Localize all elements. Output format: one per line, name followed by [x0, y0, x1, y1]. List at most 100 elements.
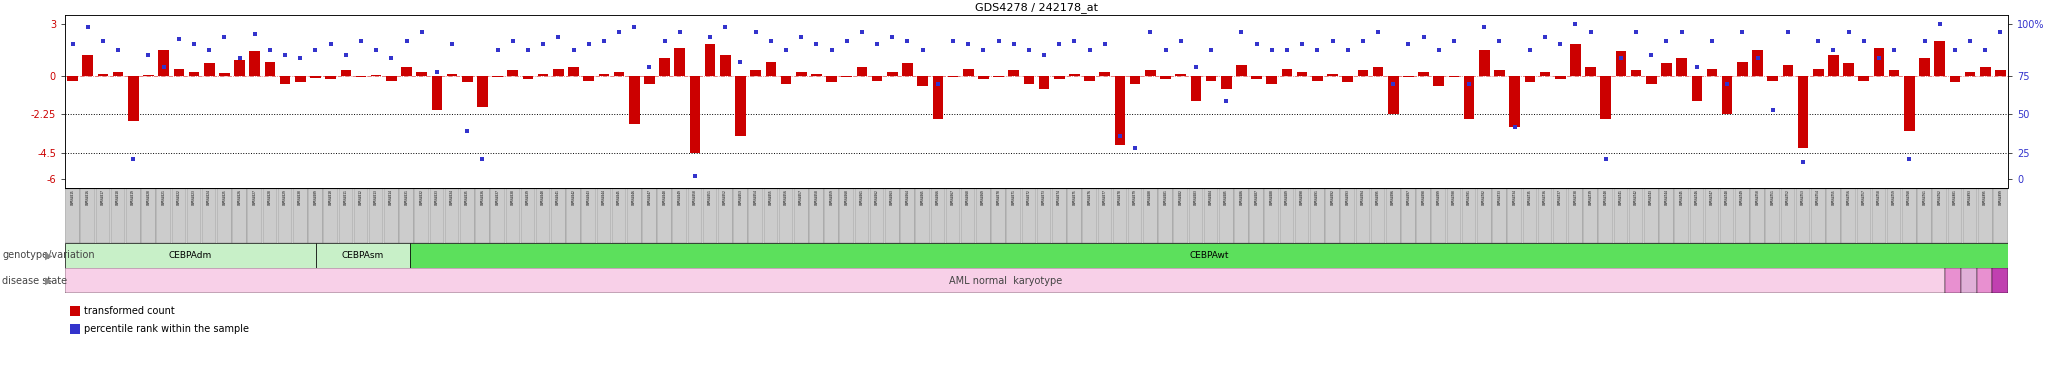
Bar: [1827, 188, 1841, 243]
Point: [891, 38, 924, 44]
Text: GSM564692: GSM564692: [1331, 190, 1335, 205]
Point: [1528, 35, 1561, 41]
Bar: [719, 188, 733, 243]
Bar: [1962, 268, 1976, 293]
Bar: [113, 72, 123, 76]
Point: [1968, 46, 2001, 53]
Bar: [1358, 70, 1368, 76]
Bar: [1446, 188, 1460, 243]
Bar: [1874, 48, 1884, 76]
Point: [1362, 29, 1395, 35]
Bar: [1370, 188, 1384, 243]
Point: [1225, 29, 1257, 35]
Bar: [307, 188, 324, 243]
Point: [952, 41, 985, 48]
Bar: [158, 50, 170, 76]
Bar: [553, 69, 563, 76]
Text: percentile rank within the sample: percentile rank within the sample: [84, 324, 250, 334]
Point: [1559, 21, 1591, 27]
Text: GSM564673: GSM564673: [1042, 190, 1047, 205]
Bar: [567, 67, 580, 76]
Text: GSM564616: GSM564616: [86, 190, 90, 205]
Bar: [1282, 69, 1292, 76]
Bar: [1069, 74, 1079, 76]
Bar: [1798, 76, 1808, 148]
Bar: [1114, 76, 1124, 145]
Bar: [629, 76, 639, 124]
Bar: [1464, 76, 1475, 119]
Bar: [1067, 188, 1081, 243]
Bar: [1266, 76, 1278, 84]
Bar: [1509, 76, 1520, 127]
Bar: [1571, 45, 1581, 76]
Text: GSM564650: GSM564650: [692, 190, 696, 205]
Point: [922, 81, 954, 87]
Bar: [690, 76, 700, 153]
Bar: [885, 188, 899, 243]
Point: [330, 52, 362, 58]
Text: GSM564625: GSM564625: [223, 190, 227, 205]
Bar: [1872, 188, 1886, 243]
Point: [936, 38, 969, 44]
Point: [1923, 21, 1956, 27]
Point: [238, 31, 270, 37]
Point: [664, 29, 696, 35]
Point: [1802, 38, 1835, 44]
Text: GSM564749: GSM564749: [1741, 190, 1745, 205]
Bar: [96, 188, 111, 243]
Bar: [410, 243, 2007, 268]
Bar: [1690, 188, 1704, 243]
Text: GSM564623: GSM564623: [193, 190, 197, 205]
Bar: [1280, 188, 1294, 243]
Bar: [1204, 188, 1219, 243]
Text: GSM564745: GSM564745: [1679, 190, 1683, 205]
Bar: [778, 188, 793, 243]
Point: [633, 64, 666, 70]
Text: GSM564747: GSM564747: [1710, 190, 1714, 205]
Bar: [143, 74, 154, 76]
Text: disease state: disease state: [2, 275, 68, 285]
Bar: [1356, 188, 1370, 243]
Point: [1786, 159, 1819, 165]
Bar: [1008, 70, 1020, 76]
Text: GSM564641: GSM564641: [557, 190, 561, 205]
Bar: [672, 188, 686, 243]
Point: [602, 29, 635, 35]
Text: GSM564666: GSM564666: [936, 190, 940, 205]
Text: GSM564635: GSM564635: [465, 190, 469, 205]
Bar: [1841, 188, 1855, 243]
Bar: [231, 188, 248, 243]
Text: GSM564758: GSM564758: [1876, 190, 1880, 205]
Text: GSM564672: GSM564672: [1026, 190, 1030, 205]
Bar: [1855, 188, 1872, 243]
Bar: [1188, 188, 1202, 243]
Point: [1575, 29, 1608, 35]
Bar: [1386, 188, 1401, 243]
Point: [1726, 29, 1759, 35]
Point: [209, 35, 242, 41]
Bar: [1753, 50, 1763, 76]
Point: [102, 46, 135, 53]
Text: GSM564636: GSM564636: [481, 190, 485, 205]
Text: GSM564642: GSM564642: [571, 190, 575, 205]
Bar: [627, 188, 641, 243]
Text: GSM564617: GSM564617: [100, 190, 104, 205]
Text: GSM564637: GSM564637: [496, 190, 500, 205]
Text: GSM564691: GSM564691: [1315, 190, 1319, 205]
Bar: [842, 76, 852, 77]
Bar: [705, 45, 715, 76]
Bar: [1237, 65, 1247, 76]
Bar: [1647, 76, 1657, 84]
Bar: [918, 76, 928, 86]
Bar: [1677, 58, 1688, 76]
Point: [193, 46, 225, 53]
Text: GSM564756: GSM564756: [1847, 190, 1851, 205]
Bar: [1130, 76, 1141, 84]
Point: [1118, 145, 1151, 151]
Text: GSM564627: GSM564627: [252, 190, 256, 205]
Bar: [946, 188, 961, 243]
Bar: [432, 76, 442, 110]
Point: [1681, 64, 1714, 70]
Bar: [1143, 188, 1157, 243]
Bar: [948, 76, 958, 77]
